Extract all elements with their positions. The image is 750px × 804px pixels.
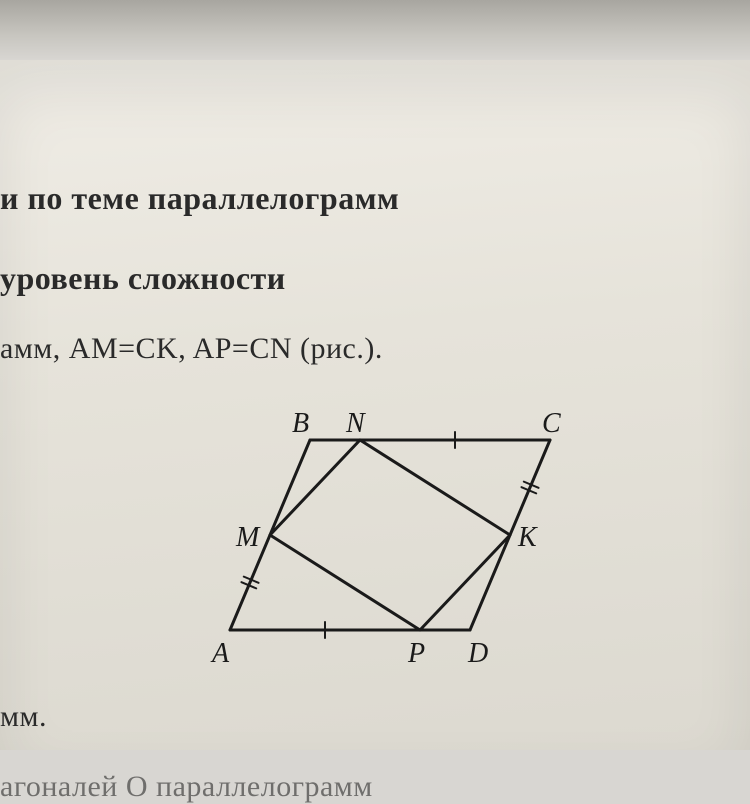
vertex-label-N: N xyxy=(346,408,365,440)
paper-page: и по теме параллелограмм уровень сложнос… xyxy=(0,60,750,750)
parallelogram-diagram: A B C D M N K P xyxy=(190,400,590,680)
text-fragment-mm: мм. xyxy=(0,700,47,734)
text-fragment-bottom: агоналей O параллелограмм xyxy=(0,770,373,804)
vertex-label-A: A xyxy=(212,638,229,670)
vertex-label-M: M xyxy=(236,522,259,554)
vertex-label-C: C xyxy=(542,408,561,440)
vertex-label-K: K xyxy=(518,522,537,554)
page-top-shadow xyxy=(0,0,750,60)
vertex-label-B: B xyxy=(292,408,309,440)
problem-statement: амм, AM=CK, AP=CN (рис.). xyxy=(0,332,383,366)
heading-topic: и по теме параллелограмм xyxy=(0,180,399,217)
vertex-label-P: P xyxy=(408,638,425,670)
vertex-label-D: D xyxy=(468,638,488,670)
heading-difficulty: уровень сложности xyxy=(0,260,286,297)
